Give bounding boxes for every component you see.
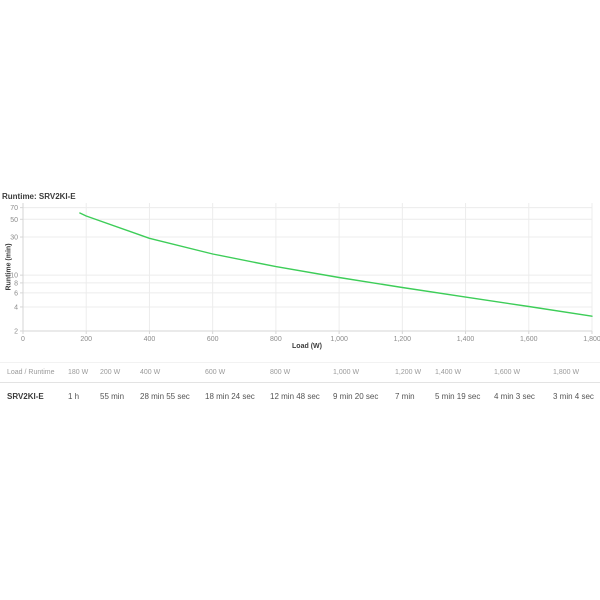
x-tick-label: 400 bbox=[144, 336, 156, 343]
table-header-cell: 400 W bbox=[133, 362, 198, 383]
table-header-cell: 180 W bbox=[61, 362, 93, 383]
runtime-value-cell: 55 min bbox=[100, 392, 125, 401]
table-header-cell: 800 W bbox=[263, 362, 326, 383]
table-header-cell: 600 W bbox=[198, 362, 263, 383]
table-header-cell: 1,200 W bbox=[388, 362, 428, 383]
x-tick-label: 1,600 bbox=[520, 336, 538, 343]
runtime-value-cell: 4 min 3 sec bbox=[494, 392, 535, 401]
x-tick-label: 1,000 bbox=[330, 336, 348, 343]
x-tick-label: 1,400 bbox=[457, 336, 475, 343]
table-header-cell: 1,600 W bbox=[487, 362, 546, 383]
y-tick-label: 50 bbox=[10, 217, 18, 224]
table-header-cell: Load / Runtime bbox=[0, 362, 61, 383]
runtime-value-cell: 9 min 20 sec bbox=[333, 392, 379, 401]
x-axis-title: Load (W) bbox=[292, 343, 322, 350]
runtime-chart: 0 200 400 600 800 1,000 1,200 1,400 1,600 1,800 70… bbox=[10, 203, 600, 343]
model-name-cell: SRV2KI-E bbox=[7, 392, 44, 401]
runtime-value-cell: 18 min 24 sec bbox=[205, 392, 255, 401]
y-tick-label: 8 bbox=[14, 280, 18, 287]
table-header-cell: 1,400 W bbox=[428, 362, 487, 383]
runtime-value-cell: 7 min bbox=[395, 392, 415, 401]
y-tick-label: 2 bbox=[14, 329, 18, 336]
y-tick-label: 30 bbox=[10, 235, 18, 242]
x-tick-label: 1,800 bbox=[583, 336, 600, 343]
runtime-value-cell: 1 h bbox=[68, 392, 80, 401]
table-body: SRV2KI-E 1 h 55 min 28 min 55 sec 18 min 24 … bbox=[0, 383, 600, 412]
runtime-value-cell: 5 min 19 sec bbox=[435, 392, 481, 401]
chart-title: Runtime: SRV2KI-E bbox=[2, 192, 76, 201]
runtime-curve bbox=[79, 212, 593, 317]
y-tick-label: 6 bbox=[14, 290, 18, 297]
y-tick-label: 70 bbox=[10, 205, 18, 212]
y-tick-label: 4 bbox=[14, 304, 18, 311]
x-tick-label: 600 bbox=[207, 336, 219, 343]
runtime-value-cell: 12 min 48 sec bbox=[270, 392, 320, 401]
table-header-cell: 200 W bbox=[93, 362, 133, 383]
x-tick-label: 0 bbox=[21, 336, 25, 343]
table-header-cell: 1,000 W bbox=[326, 362, 388, 383]
y-tick-label: 10 bbox=[10, 273, 18, 280]
runtime-value-cell: 3 min 4 sec bbox=[553, 392, 594, 401]
table-row: SRV2KI-E 1 h 55 min 28 min 55 sec 18 min 24 … bbox=[0, 383, 600, 412]
table-header-cell: 1,800 W bbox=[546, 362, 600, 383]
x-tick-label: 200 bbox=[80, 336, 92, 343]
x-tick-label: 1,200 bbox=[394, 336, 412, 343]
runtime-value-cell: 28 min 55 sec bbox=[140, 392, 190, 401]
x-tick-label: 800 bbox=[270, 336, 282, 343]
